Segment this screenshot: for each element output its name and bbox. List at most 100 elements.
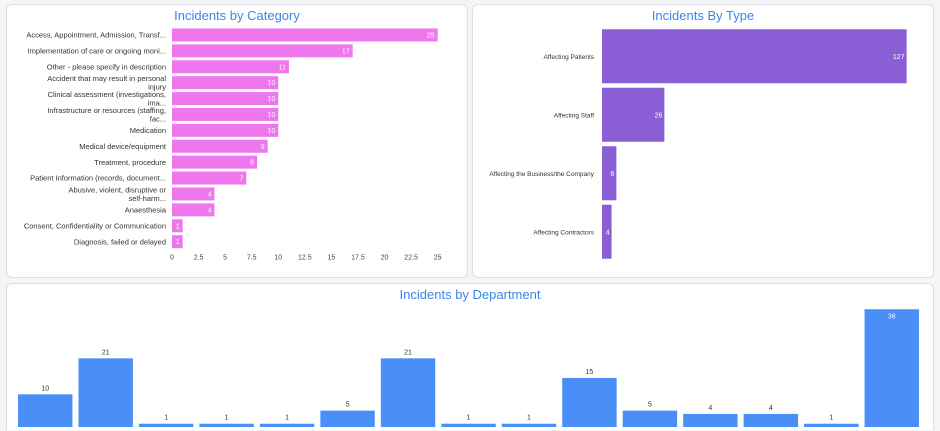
category-value-label: 17 (342, 48, 350, 55)
category-x-tick: 12.5 (298, 255, 312, 262)
department-bar[interactable] (138, 423, 194, 427)
category-label: Infrastructure or resources (staffing, fa… (47, 106, 166, 124)
category-x-tick: 25 (434, 255, 442, 262)
type-label: Affecting Patients (544, 54, 595, 61)
type-label: Affecting Staff (554, 112, 594, 119)
type-bar[interactable] (602, 204, 612, 259)
category-label: Consent, Confidentiality or Communicatio… (24, 221, 166, 230)
category-x-tick: 2.5 (194, 255, 204, 262)
category-label: Other - please specify in description (47, 62, 166, 71)
category-label: Abusive, violent, disruptive or self-harm… (68, 185, 166, 203)
category-label: Medical device/equipment (79, 142, 167, 151)
category-bar[interactable] (172, 203, 215, 217)
department-bar[interactable] (501, 423, 557, 427)
category-label: Anaesthesia (125, 205, 167, 214)
category-x-tick: 20 (381, 255, 389, 262)
category-value-label: 10 (267, 128, 275, 135)
category-bar[interactable] (172, 139, 268, 153)
department-bar[interactable] (78, 358, 133, 427)
department-value-label: 1 (164, 415, 168, 422)
department-value-label: 1 (285, 415, 289, 422)
category-x-tick: 5 (223, 255, 227, 262)
department-value-label: 4 (708, 405, 712, 412)
category-bar[interactable] (172, 187, 215, 201)
department-bar[interactable] (562, 377, 617, 427)
department-value-label: 15 (586, 369, 594, 376)
category-x-tick: 15 (328, 255, 336, 262)
department-value-label: 21 (404, 349, 412, 356)
department-chart-panel: Incidents by Department 10 21 1 1 1 5 21 1 1 15 5 4… (6, 283, 934, 430)
department-value-label: 1 (829, 415, 833, 422)
department-bar[interactable] (683, 413, 738, 427)
category-value-label: 4 (208, 191, 212, 198)
category-bar[interactable] (172, 44, 353, 58)
category-bar[interactable] (172, 92, 279, 106)
category-bar[interactable] (172, 171, 247, 185)
type-chart-title: Incidents By Type (651, 8, 755, 23)
category-label: Access, Appointment, Admission, Transf..… (26, 31, 166, 40)
category-label: Treatment, procedure (94, 158, 166, 167)
type-bar-chart: Affecting Patients 127 Affecting Staff 26 Af… (489, 29, 907, 259)
category-bar[interactable] (172, 107, 279, 121)
category-value-label: 11 (279, 64, 286, 71)
type-bar[interactable] (602, 146, 617, 201)
department-value-label: 1 (225, 415, 229, 422)
type-chart-panel: Incidents By Type Affecting Patients 127 A… (472, 4, 934, 278)
category-chart-title: Incidents by Category (174, 8, 300, 23)
category-label: Patient Information (records, document..… (30, 174, 166, 183)
department-bar[interactable] (380, 358, 436, 427)
department-value-label: 36 (888, 313, 896, 320)
department-value-label: 1 (527, 415, 531, 422)
type-value-label: 4 (606, 229, 610, 236)
category-value-label: 10 (267, 96, 275, 103)
department-value-label: 4 (769, 405, 773, 412)
category-value-label: 4 (208, 207, 212, 214)
department-bar[interactable] (864, 309, 919, 427)
department-bar[interactable] (259, 423, 315, 427)
department-value-label: 1 (467, 415, 471, 422)
category-label: Medication (130, 126, 166, 135)
category-x-tick: 22.5 (404, 255, 418, 262)
department-value-label: 10 (41, 385, 49, 392)
category-label: Accident that may result in personal inju… (47, 74, 166, 92)
category-value-label: 10 (267, 112, 275, 119)
category-value-label: 25 (427, 32, 435, 39)
type-bar[interactable] (602, 29, 907, 84)
department-chart-title: Incidents by Department (399, 287, 541, 302)
category-bar[interactable] (172, 123, 279, 137)
department-bar[interactable] (320, 410, 375, 427)
category-value-label: 9 (261, 144, 265, 151)
category-bar[interactable] (172, 60, 289, 74)
category-label: Implementation of care or ongoing moni..… (28, 46, 166, 55)
department-bar[interactable] (622, 410, 678, 427)
category-chart-panel: Incidents by Category Access, Appointmen… (6, 4, 468, 278)
department-value-label: 5 (346, 402, 350, 409)
category-bar[interactable] (172, 219, 183, 233)
category-value-label: 1 (176, 223, 180, 230)
type-value-label: 127 (893, 54, 905, 61)
category-bar[interactable] (172, 76, 279, 90)
department-bar[interactable] (804, 423, 859, 427)
department-bar[interactable] (199, 423, 254, 427)
department-bar[interactable] (743, 413, 799, 427)
category-value-label: 1 (176, 239, 180, 246)
category-bar[interactable] (172, 155, 258, 169)
category-bar-chart: Access, Appointment, Admission, Transf..… (24, 28, 442, 262)
category-value-label: 10 (267, 80, 275, 87)
category-bar[interactable] (172, 28, 438, 42)
department-bar[interactable] (18, 394, 73, 427)
category-bar[interactable] (172, 235, 183, 249)
department-value-label: 5 (648, 402, 652, 409)
category-value-label: 8 (250, 160, 254, 167)
category-label: Diagnosis, failed or delayed (74, 237, 166, 246)
department-bar[interactable] (441, 423, 496, 427)
type-value-label: 26 (655, 112, 663, 119)
category-label: Clinical assessment (investigations, ima.… (48, 90, 166, 108)
category-x-tick: 0 (170, 255, 174, 262)
type-bar[interactable] (602, 87, 665, 142)
department-value-label: 21 (102, 349, 110, 356)
category-x-tick: 17.5 (351, 255, 365, 262)
category-x-tick: 7.5 (247, 255, 257, 262)
type-label: Affecting Contractors (533, 229, 594, 236)
category-value-label: 7 (239, 176, 243, 183)
